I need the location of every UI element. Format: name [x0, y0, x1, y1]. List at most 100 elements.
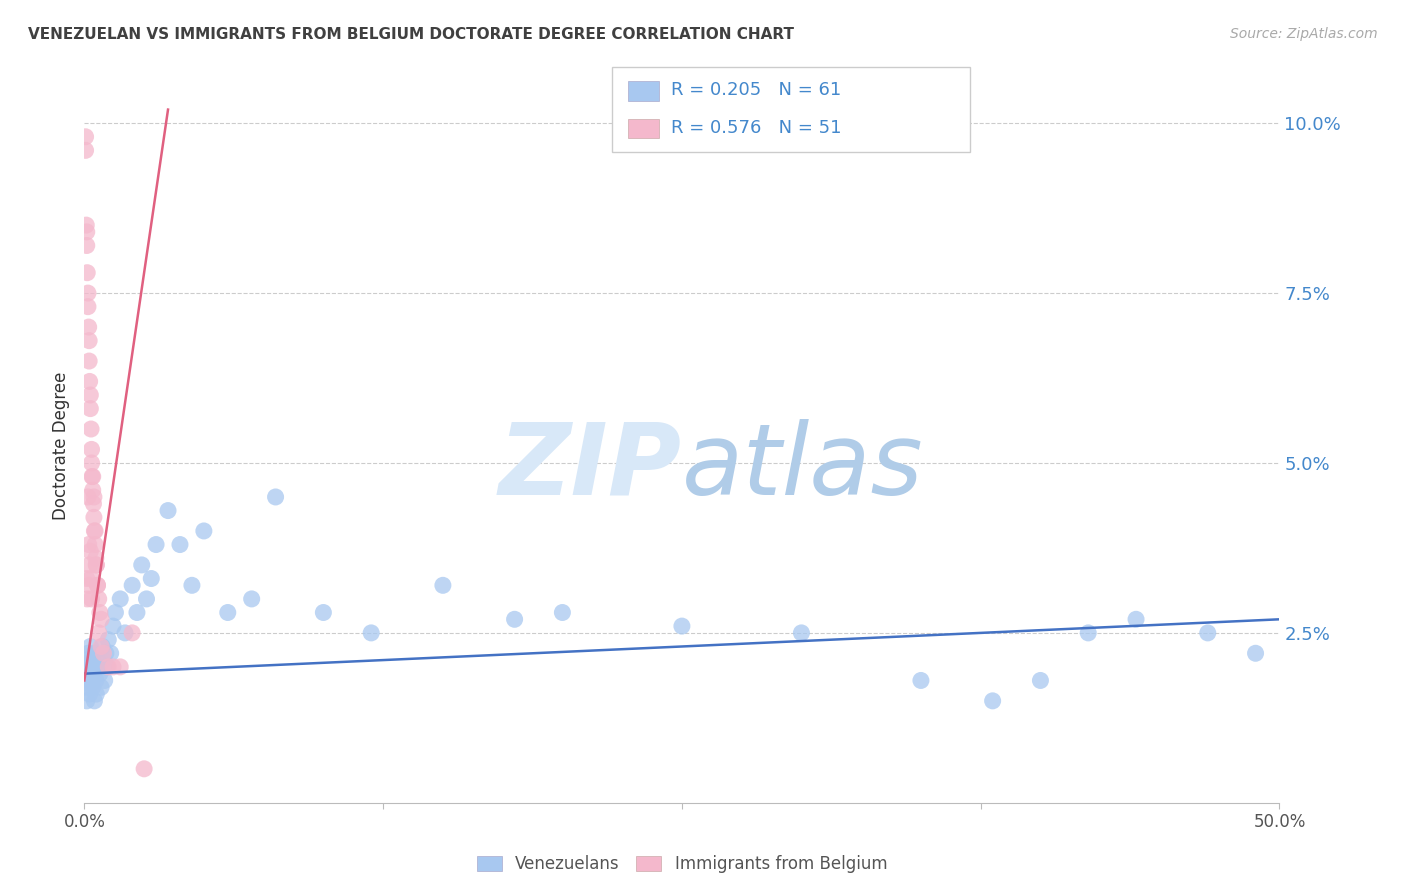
Point: [87, 660, 110, 674]
Point: [181, 578, 204, 592]
Point: [90, 612, 112, 626]
Point: [981, 694, 1004, 708]
Point: [76, 266, 98, 280]
Point: [87, 591, 110, 606]
Point: [157, 503, 180, 517]
Point: [101, 619, 124, 633]
Point: [80, 469, 103, 483]
Point: [132, 762, 156, 776]
Point: [75, 653, 97, 667]
Point: [79, 388, 101, 402]
Point: [86, 578, 108, 592]
Point: [1244, 646, 1267, 660]
Text: Source: ZipAtlas.com: Source: ZipAtlas.com: [1230, 27, 1378, 41]
Point: [82, 497, 104, 511]
Point: [80, 572, 103, 586]
Point: [1029, 673, 1052, 688]
Point: [80, 442, 103, 457]
Point: [79, 558, 101, 572]
Point: [86, 558, 108, 572]
Point: [101, 660, 124, 674]
Point: [110, 591, 132, 606]
Point: [141, 572, 163, 586]
Point: [432, 578, 454, 592]
Point: [77, 490, 100, 504]
Legend: Venezuelans, Immigrants from Belgium: Venezuelans, Immigrants from Belgium: [477, 855, 887, 873]
Point: [76, 225, 98, 239]
Point: [80, 673, 103, 688]
Point: [76, 572, 98, 586]
Point: [264, 490, 287, 504]
Point: [80, 591, 103, 606]
Point: [82, 469, 104, 483]
Point: [145, 537, 167, 551]
Point: [76, 238, 98, 252]
Point: [77, 537, 100, 551]
Point: [90, 680, 112, 694]
Point: [77, 646, 100, 660]
Point: [75, 129, 97, 144]
Point: [79, 687, 101, 701]
Point: [77, 578, 100, 592]
Point: [86, 558, 108, 572]
Point: [80, 653, 103, 667]
Point: [83, 694, 105, 708]
Point: [77, 334, 100, 348]
Point: [1077, 626, 1099, 640]
Point: [84, 537, 107, 551]
Point: [169, 537, 191, 551]
Point: [80, 422, 103, 436]
Point: [503, 612, 526, 626]
Point: [79, 401, 101, 416]
Point: [75, 680, 97, 694]
Point: [131, 558, 153, 572]
Point: [551, 606, 574, 620]
Point: [76, 694, 98, 708]
Point: [89, 606, 111, 620]
Point: [90, 640, 112, 654]
Point: [75, 218, 97, 232]
Y-axis label: Doctorate Degree: Doctorate Degree: [52, 372, 70, 520]
Point: [97, 632, 120, 647]
Text: R = 0.576   N = 51: R = 0.576 N = 51: [671, 119, 841, 136]
Text: atlas: atlas: [682, 419, 924, 516]
Point: [79, 375, 101, 389]
Point: [84, 660, 107, 674]
Point: [93, 673, 115, 688]
Point: [96, 660, 118, 674]
Point: [82, 666, 104, 681]
Point: [91, 640, 114, 654]
Point: [77, 300, 100, 314]
Point: [76, 591, 98, 606]
Point: [114, 626, 136, 640]
Point: [79, 544, 101, 558]
Point: [121, 578, 143, 592]
Point: [86, 578, 108, 592]
Point: [312, 606, 335, 620]
Point: [77, 286, 100, 301]
Point: [100, 646, 122, 660]
Point: [94, 646, 117, 660]
Point: [83, 646, 105, 660]
Point: [125, 606, 148, 620]
Point: [87, 626, 110, 640]
Point: [1125, 612, 1147, 626]
Point: [77, 660, 100, 674]
Point: [86, 653, 108, 667]
Point: [75, 144, 97, 158]
Point: [240, 591, 263, 606]
Point: [89, 666, 111, 681]
Point: [104, 606, 127, 620]
Point: [790, 626, 813, 640]
Point: [135, 591, 157, 606]
Point: [80, 456, 103, 470]
Point: [80, 660, 103, 674]
Point: [121, 626, 143, 640]
Point: [93, 653, 115, 667]
Point: [83, 524, 105, 538]
Point: [86, 687, 108, 701]
Point: [82, 680, 104, 694]
Point: [77, 354, 100, 368]
Point: [84, 524, 107, 538]
Point: [79, 640, 101, 654]
